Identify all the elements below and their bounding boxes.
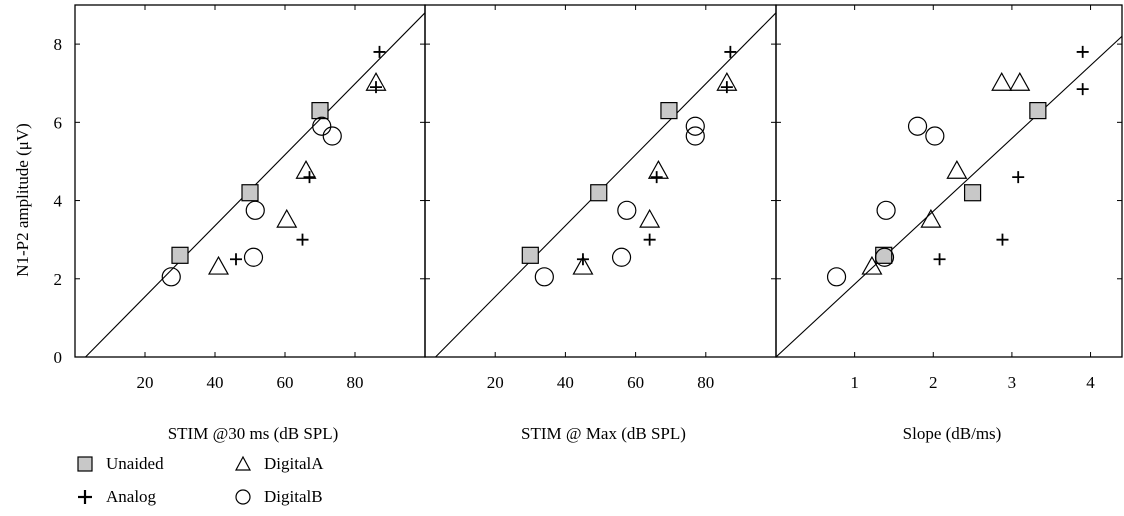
y-tick-label: 8 (54, 35, 63, 54)
legend-label-unaided: Unaided (106, 454, 164, 473)
point-analog (303, 171, 316, 184)
panel-3: 1 2 3 4 Slope (dB/ms) (775, 4, 1123, 443)
y-tick-label: 4 (54, 192, 63, 211)
x-tick-label: 1 (850, 373, 859, 392)
point-unaided (171, 246, 189, 264)
point-digitalb (685, 116, 705, 136)
y-tick-label: 6 (54, 113, 63, 132)
y-axis-label: N1-P2 amplitude (μV) (13, 123, 32, 277)
point-analog (296, 233, 309, 246)
point-analog (933, 253, 946, 266)
x-axis-label: STIM @ Max (dB SPL) (521, 424, 686, 443)
point-digitala (647, 159, 669, 179)
x-axis-label: STIM @30 ms (dB SPL) (168, 424, 339, 443)
x-tick-label: 3 (1008, 373, 1017, 392)
point-digitalb (245, 200, 265, 220)
panel-frame (74, 4, 426, 358)
point-digitala (365, 71, 387, 91)
x-tick-label: 80 (347, 373, 364, 392)
x-tick-label: 40 (557, 373, 574, 392)
point-unaided (521, 246, 539, 264)
point-digitalb (322, 126, 342, 146)
point-unaided (660, 101, 678, 120)
point-digitalb (243, 247, 264, 267)
point-unaided (311, 101, 329, 120)
point-digitala (861, 255, 883, 275)
panel-1: 20 40 60 80 0 2 4 6 8 STIM @30 ms (dB SPL) (54, 4, 426, 443)
point-analog (370, 81, 382, 94)
point-digitala (920, 208, 942, 228)
legend-item-digitala: DigitalA (232, 453, 324, 475)
point-digitala (716, 71, 738, 91)
legend-item-unaided: Unaided (74, 453, 164, 475)
point-analog (1012, 171, 1025, 184)
point-analog (1076, 83, 1089, 96)
x-axis-label: Slope (dB/ms) (903, 424, 1002, 443)
point-analog (643, 233, 656, 246)
legend-label-digitalb: DigitalB (264, 487, 323, 506)
point-analog (720, 81, 733, 94)
x-tick-label: 40 (207, 373, 224, 392)
panel-2: 20 40 60 80 STIM @ Max (dB SPL) (424, 4, 777, 443)
point-digitalb (826, 267, 847, 287)
x-tick-label: 60 (277, 373, 294, 392)
point-unaided (1029, 101, 1047, 120)
point-digitalb (617, 200, 637, 220)
point-digitalb (161, 267, 181, 287)
point-analog (650, 171, 663, 184)
point-analog (724, 45, 737, 58)
point-digitala (639, 208, 661, 228)
x-tick-label: 4 (1086, 373, 1095, 392)
point-unaided (590, 184, 608, 202)
point-analog (230, 253, 242, 266)
point-digitalb (925, 126, 945, 146)
point-digitala (572, 255, 594, 275)
point-digitala (276, 208, 298, 228)
y-tick-label: 2 (54, 270, 63, 289)
x-tick-label: 20 (137, 373, 154, 392)
panel-frame (775, 4, 1123, 358)
point-analog (576, 253, 589, 266)
legend-item-analog: Analog (74, 486, 156, 508)
point-digitala (1009, 71, 1031, 91)
point-digitalb (611, 247, 632, 267)
digitala-triangle-icon (234, 455, 252, 471)
point-digitala (991, 71, 1013, 91)
point-digitala (946, 159, 968, 179)
x-tick-label: 80 (697, 373, 714, 392)
point-digitala (207, 255, 230, 275)
legend-label-digitala: DigitalA (264, 454, 324, 473)
unaided-square-icon (77, 456, 93, 472)
point-digitalb (907, 116, 928, 136)
x-tick-label: 60 (627, 373, 644, 392)
point-analog (1076, 45, 1089, 58)
point-digitalb (534, 267, 554, 287)
legend: Unaided Analog DigitalA DigitalB (74, 453, 374, 513)
panel-frame (424, 4, 777, 358)
point-digitalb (876, 200, 896, 220)
x-tick-label: 20 (487, 373, 504, 392)
point-unaided (963, 184, 982, 202)
legend-label-analog: Analog (106, 487, 157, 506)
point-digitalb (312, 116, 332, 136)
analog-plus-icon (78, 490, 92, 504)
digitalb-circle-icon (235, 489, 251, 505)
fit-line (776, 35, 1122, 357)
point-unaided (241, 184, 259, 202)
legend-item-digitalb: DigitalB (232, 486, 323, 508)
point-analog (996, 233, 1009, 246)
point-analog (373, 45, 386, 58)
point-digitalb (685, 126, 705, 146)
point-digitalb (874, 247, 895, 267)
y-tick-label: 0 (54, 348, 63, 367)
x-tick-label: 2 (929, 373, 938, 392)
point-digitala (295, 159, 317, 179)
